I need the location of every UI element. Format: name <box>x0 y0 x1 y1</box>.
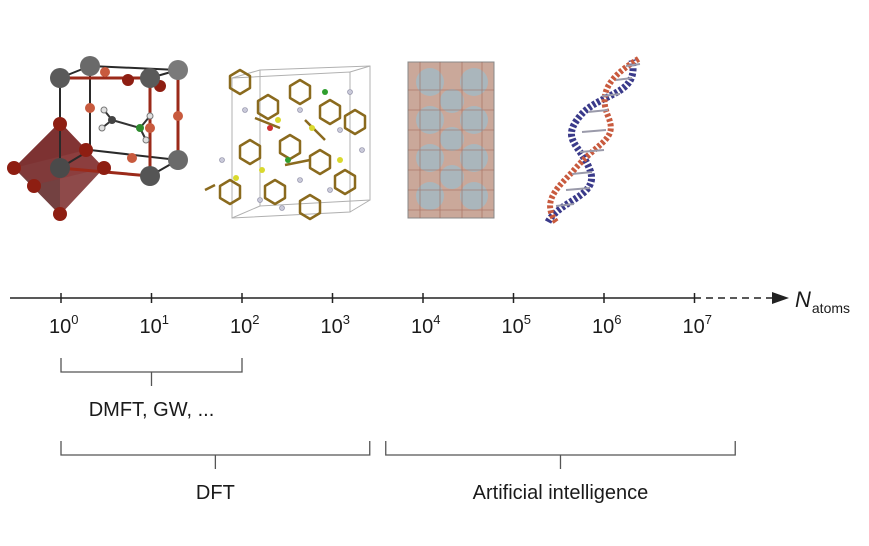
axis-tick-label: 103 <box>321 312 350 338</box>
range-label: DFT <box>196 482 235 504</box>
nanoparticle-supercell-illustration <box>407 61 495 219</box>
bracket-line <box>60 441 371 469</box>
range-bracket: DMFT, GW, ... <box>60 358 243 421</box>
axis-tick-label: 101 <box>140 312 169 338</box>
axis-tick-label: 100 <box>49 312 78 338</box>
range-bracket: DFT <box>60 441 371 504</box>
axis-tick-label: 104 <box>411 312 440 338</box>
dna-helix-illustration <box>544 55 642 224</box>
bracket-line <box>385 441 736 469</box>
axis-arrowhead <box>772 292 789 304</box>
range-label: Artificial intelligence <box>473 482 649 504</box>
molecular-crystal-illustration <box>204 65 371 221</box>
axis-tick-label: 105 <box>502 312 531 338</box>
range-label: DMFT, GW, ... <box>89 399 215 421</box>
axis-tick-label: 102 <box>230 312 259 338</box>
perovskite-illustration <box>7 56 188 221</box>
axis-tick-label: 106 <box>592 312 621 338</box>
axis-tick-label: 107 <box>683 312 712 338</box>
bracket-line <box>60 358 243 386</box>
range-bracket: Artificial intelligence <box>385 441 736 504</box>
axis-variable-label: Natoms <box>795 287 850 316</box>
log-axis: 100 101 102 103 104 105 106 107 Natoms <box>10 287 850 338</box>
method-ranges: DMFT, GW, ... DFT Artificial intelligence <box>60 358 736 504</box>
